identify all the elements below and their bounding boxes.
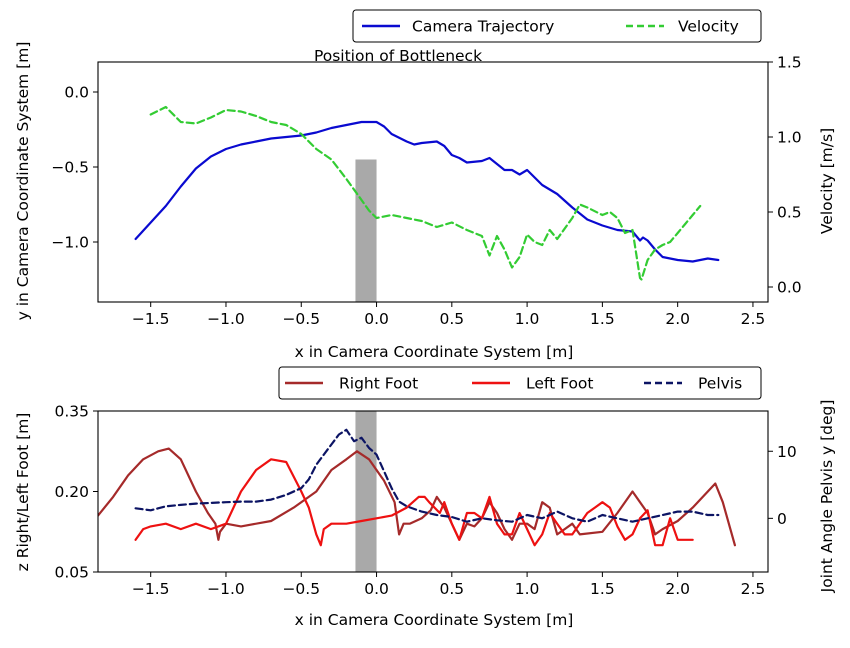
bottom-y-axis-label: z Right/Left Foot [m] xyxy=(14,413,32,572)
top-legend: Camera Trajectory Velocity xyxy=(352,9,762,43)
top-x-tick-label: 0.5 xyxy=(439,310,464,328)
top-y-tick-label: −0.5 xyxy=(51,159,89,177)
top-y2-axis-label: Velocity [m/s] xyxy=(818,128,836,234)
legend-label-left-foot: Left Foot xyxy=(526,375,594,393)
top-x-tick-label: 2.5 xyxy=(741,310,766,328)
top-x-tick-label: 2.0 xyxy=(665,310,690,328)
top-x-tick-label: 1.5 xyxy=(590,310,615,328)
bottom-y-tick-label: 0.20 xyxy=(54,483,89,501)
top-y-axis-label: y in Camera Coordinate System [m] xyxy=(14,42,32,321)
bottom-x-tick-label: −0.5 xyxy=(282,580,320,598)
bottom-x-tick-label: 1.5 xyxy=(590,580,615,598)
bottom-x-tick-label: 2.5 xyxy=(741,580,766,598)
bottom-x-tick-label: 2.0 xyxy=(665,580,690,598)
top-x-tick-label: −1.5 xyxy=(132,310,170,328)
bottom-legend-box xyxy=(278,366,762,400)
bottom-x-tick-label: 1.0 xyxy=(515,580,540,598)
legend-label-camera-trajectory: Camera Trajectory xyxy=(412,18,554,36)
legend-label-pelvis: Pelvis xyxy=(698,375,742,393)
top-y2-tick-label: 0.0 xyxy=(777,279,802,297)
top-series-velocity xyxy=(149,105,702,281)
top-series-camera-trajectory xyxy=(134,120,720,263)
top-x-tick-label: 1.0 xyxy=(515,310,540,328)
bottom-series-pelvis xyxy=(134,428,720,523)
bottom-x-tick-label: −1.5 xyxy=(132,580,170,598)
top-y-tick-label: 0.0 xyxy=(64,84,89,102)
bottom-y-tick-label: 0.35 xyxy=(54,403,89,421)
top-x-tick-label: −0.5 xyxy=(282,310,320,328)
bottom-series-left-foot xyxy=(134,458,694,547)
bottom-y2-tick-label: 10 xyxy=(777,443,797,461)
top-x-axis-label: x in Camera Coordinate System [m] xyxy=(295,343,574,361)
bottom-series-right-foot xyxy=(98,447,737,547)
top-x-tick-label: 0.0 xyxy=(364,310,389,328)
bottom-x-tick-label: 0.5 xyxy=(439,580,464,598)
bottom-x-tick-label: 0.0 xyxy=(364,580,389,598)
top-y2-tick-label: 1.0 xyxy=(777,129,802,147)
top-bottleneck-bar xyxy=(355,159,377,302)
bottom-x-axis-label: x in Camera Coordinate System [m] xyxy=(295,611,574,629)
top-y-tick-label: −1.0 xyxy=(51,234,89,252)
bottom-y2-axis-label: Joint Angle Pelvis y [deg] xyxy=(818,400,836,594)
bottom-legend: Right Foot Left Foot Pelvis xyxy=(278,366,762,400)
bottom-y-tick-label: 0.05 xyxy=(54,564,89,582)
bottom-panel: −1.5 −1.0 −0.5 0.0 0.5 1.0 1.5 2.0 2.5 0.35 0.20 0.… xyxy=(54,403,796,599)
top-y2-tick-label: 0.5 xyxy=(777,204,802,222)
bottom-bottleneck-bar xyxy=(355,411,377,572)
top-y2-tick-label: 1.5 xyxy=(777,54,802,72)
top-legend-box xyxy=(352,9,762,43)
top-axes-frame xyxy=(97,61,769,303)
legend-label-velocity: Velocity xyxy=(678,18,739,36)
legend-label-right-foot: Right Foot xyxy=(339,375,418,393)
top-panel: −1.5 −1.0 −0.5 0.0 0.5 1.0 1.5 2.0 2.5 0.0 −0.5 −1.… xyxy=(51,54,801,329)
bottom-x-tick-label: −1.0 xyxy=(207,580,245,598)
bottom-axes-frame xyxy=(97,410,769,573)
bottom-y2-tick-label: 0 xyxy=(777,510,787,528)
top-x-tick-label: −1.0 xyxy=(207,310,245,328)
top-bottleneck-annotation: Position of Bottleneck xyxy=(314,47,482,65)
